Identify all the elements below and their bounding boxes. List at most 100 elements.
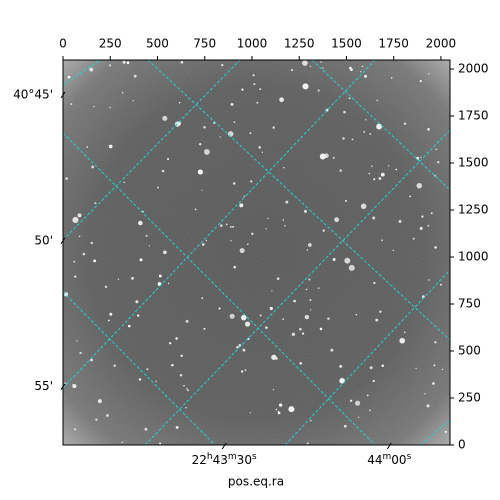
star xyxy=(298,327,302,331)
dec-tick xyxy=(60,91,66,99)
dec-tick-label: 40°45' xyxy=(13,88,53,102)
star xyxy=(104,285,108,289)
star xyxy=(430,212,433,215)
star xyxy=(133,74,137,78)
star xyxy=(283,167,285,169)
star xyxy=(229,313,235,319)
star xyxy=(205,239,208,242)
star xyxy=(282,318,284,320)
star xyxy=(197,169,203,175)
y-tick-label: 1750 xyxy=(458,109,489,123)
star xyxy=(365,119,367,121)
dec-tick-label: 50' xyxy=(34,233,53,247)
star xyxy=(265,228,267,230)
star xyxy=(267,217,269,220)
star xyxy=(332,258,336,261)
star xyxy=(97,399,102,404)
star xyxy=(239,248,245,254)
star xyxy=(91,165,95,169)
sky-image xyxy=(63,60,450,445)
star xyxy=(95,418,98,421)
star xyxy=(162,115,168,121)
grid-line xyxy=(63,60,241,241)
star xyxy=(299,361,303,365)
star xyxy=(127,324,131,328)
star xyxy=(306,442,309,445)
star xyxy=(261,151,264,153)
star xyxy=(371,165,373,167)
star xyxy=(187,389,189,392)
star xyxy=(201,297,204,299)
star xyxy=(123,181,126,184)
star xyxy=(250,180,253,183)
star xyxy=(355,314,358,316)
star xyxy=(419,80,422,83)
star xyxy=(77,213,82,218)
star xyxy=(233,121,236,123)
star xyxy=(285,200,289,204)
star xyxy=(416,156,420,160)
star xyxy=(78,235,81,238)
grid-line xyxy=(63,60,101,86)
star xyxy=(109,106,111,109)
star xyxy=(163,250,167,255)
star xyxy=(79,351,82,355)
star xyxy=(309,65,312,67)
star xyxy=(145,234,148,237)
star xyxy=(291,332,296,336)
x-tick-label: 1000 xyxy=(237,37,268,51)
x-tick-label: 1500 xyxy=(331,37,362,51)
star xyxy=(72,216,79,224)
star xyxy=(246,243,249,246)
star xyxy=(368,172,371,175)
grid-line xyxy=(419,419,450,445)
star xyxy=(317,287,320,289)
star xyxy=(218,307,221,310)
star xyxy=(444,430,447,433)
star xyxy=(358,416,360,418)
star xyxy=(167,282,170,285)
star xyxy=(367,394,369,397)
star xyxy=(381,239,384,242)
star xyxy=(327,317,330,320)
star xyxy=(203,149,210,155)
star xyxy=(424,393,426,395)
star xyxy=(343,424,347,428)
y-tick-label: 1500 xyxy=(458,156,489,170)
x-tick-label: 2000 xyxy=(426,37,457,51)
ra-tick-label: 22h43m30s xyxy=(192,452,257,467)
star xyxy=(144,427,148,431)
dec-tick xyxy=(60,237,66,245)
star xyxy=(361,65,364,68)
star xyxy=(82,252,86,256)
star xyxy=(76,340,78,342)
y-tick-label: 750 xyxy=(458,297,481,311)
star xyxy=(126,61,130,65)
star xyxy=(332,156,335,159)
star xyxy=(345,199,348,202)
star xyxy=(387,165,390,167)
star xyxy=(304,314,310,320)
star xyxy=(392,249,394,252)
star xyxy=(302,60,308,66)
star xyxy=(380,172,385,177)
y-tick-label: 1000 xyxy=(458,250,489,264)
star xyxy=(185,407,187,409)
grid-line xyxy=(147,60,450,341)
star xyxy=(320,61,322,63)
star xyxy=(277,411,281,415)
star xyxy=(390,77,393,79)
star xyxy=(339,377,345,384)
star xyxy=(121,441,124,443)
star xyxy=(434,246,437,249)
star xyxy=(433,364,436,367)
star xyxy=(146,368,149,371)
star xyxy=(348,97,351,100)
dec-tick xyxy=(60,383,66,391)
star xyxy=(157,186,159,189)
star xyxy=(219,224,223,227)
star xyxy=(74,428,77,431)
star xyxy=(113,364,116,367)
star xyxy=(372,216,376,220)
star xyxy=(355,400,361,406)
